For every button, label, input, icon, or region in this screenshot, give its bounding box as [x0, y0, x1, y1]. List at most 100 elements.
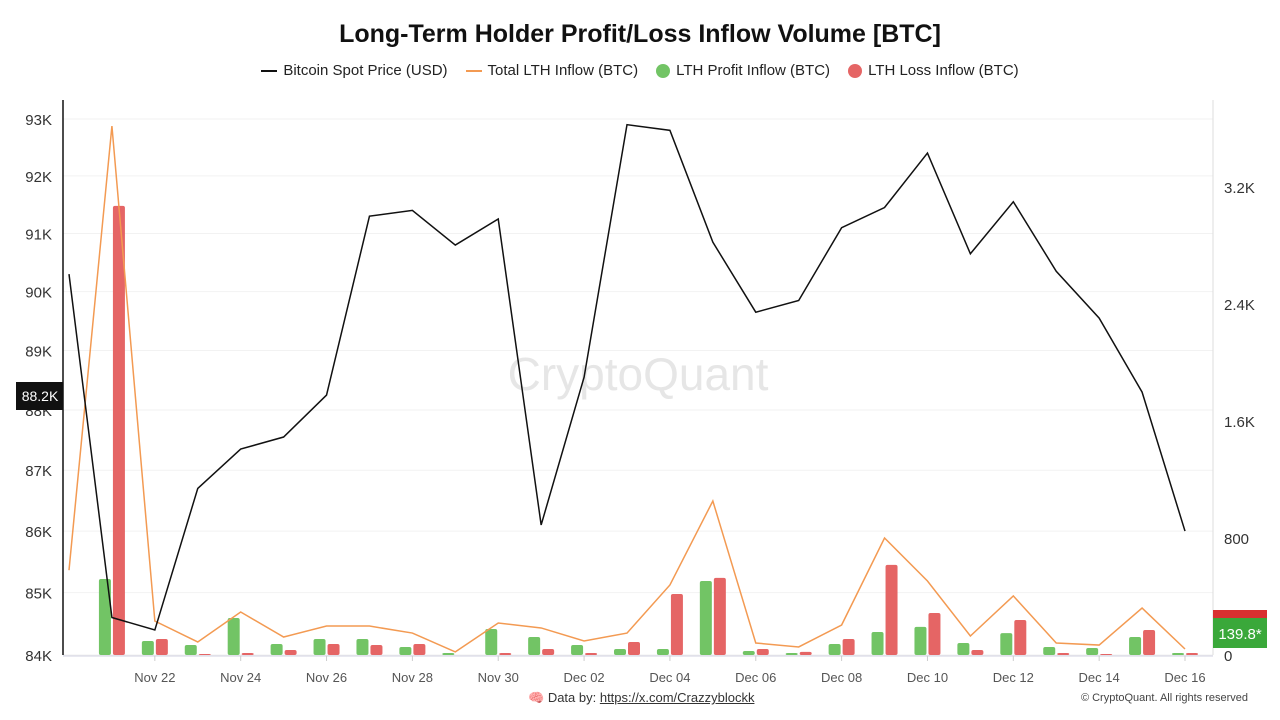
profit-bar	[485, 628, 498, 655]
profit-bar	[1043, 646, 1056, 655]
loss-bar	[1014, 620, 1027, 655]
x-tick-label: Dec 02	[563, 670, 604, 685]
legend-label: LTH Profit Inflow (BTC)	[676, 62, 831, 79]
source-prefix: Data by:	[547, 690, 600, 705]
loss-bar	[670, 594, 683, 655]
loss-bar	[1186, 652, 1198, 655]
loss-bar	[585, 652, 598, 655]
data-source: 🧠 Data by: https://x.com/Crazzyblockk	[528, 690, 754, 706]
legend-label: Bitcoin Spot Price (USD)	[283, 62, 448, 79]
profit-bar	[656, 649, 669, 655]
profit-bar	[1129, 637, 1142, 655]
loss-bar	[1100, 653, 1113, 655]
loss-bar	[756, 649, 769, 655]
x-tick-label: Dec 08	[821, 670, 862, 685]
profit-bar	[227, 617, 240, 655]
profit-bar	[528, 637, 541, 655]
loss-bar	[499, 652, 512, 655]
right-tick-label: 2.4K	[1224, 297, 1255, 314]
profit-bar	[957, 643, 970, 655]
legend-swatch	[261, 69, 278, 72]
x-tick-label: Dec 10	[907, 670, 948, 685]
profit-bar	[184, 645, 197, 655]
right-tick-label: 800	[1224, 531, 1249, 548]
loss-bar	[413, 644, 426, 655]
x-tick-label: Nov 24	[220, 670, 261, 685]
loss-bar	[628, 641, 640, 655]
profit-bar	[614, 649, 626, 655]
legend-swatch	[656, 63, 671, 78]
left-tick-label: 85K	[25, 586, 52, 603]
x-tick-label: Dec 04	[649, 670, 690, 685]
loss-value-marker	[1213, 610, 1267, 618]
profit-bar	[1086, 647, 1099, 655]
loss-bar	[284, 650, 297, 655]
left-tick-label: 92K	[25, 169, 52, 186]
price-marker-label: 88.2K	[22, 388, 59, 404]
profit-bar	[871, 632, 884, 655]
left-tick-label: 90K	[25, 285, 52, 302]
legend-swatch	[465, 69, 482, 72]
left-tick-label: 89K	[25, 344, 52, 361]
profit-bar	[141, 640, 154, 655]
profit-bar	[742, 651, 755, 655]
copyright: © CryptoQuant. All rights reserved	[1080, 692, 1248, 704]
loss-bar	[155, 639, 168, 655]
x-tick-label: Dec 06	[735, 670, 776, 685]
x-tick-label: Dec 14	[1079, 670, 1120, 685]
watermark: CryptoQuant	[508, 348, 769, 400]
legend: Bitcoin Spot Price (USD) Total LTH Inflo…	[0, 62, 1280, 79]
profit-bar	[914, 626, 927, 655]
profit-bar	[699, 580, 712, 655]
loss-bar	[713, 577, 726, 655]
loss-bar	[842, 639, 855, 655]
chart-title: Long-Term Holder Profit/Loss Inflow Volu…	[339, 20, 941, 48]
legend-item-price[interactable]: Bitcoin Spot Price (USD)	[261, 62, 448, 79]
right-tick-label: 1.6K	[1224, 414, 1255, 431]
left-tick-label: 87K	[25, 463, 52, 480]
loss-bar	[799, 651, 812, 655]
loss-bar	[928, 613, 941, 655]
price-line	[68, 123, 1186, 631]
left-tick-label: 86K	[25, 524, 52, 541]
current-value-box	[1213, 618, 1267, 648]
brain-icon: 🧠	[528, 690, 548, 705]
profit-bar	[828, 644, 841, 655]
profit-bar	[98, 578, 111, 655]
source-link[interactable]: https://x.com/Crazzyblockk	[599, 690, 755, 705]
loss-bar	[241, 652, 254, 655]
price-marker-box	[16, 382, 63, 410]
legend-swatch	[848, 63, 863, 78]
left-tick-label: 93K	[25, 112, 52, 129]
x-tick-label: Dec 16	[1164, 670, 1205, 685]
profit-bar	[571, 645, 584, 655]
legend-label: LTH Loss Inflow (BTC)	[868, 62, 1019, 79]
profit-bar	[442, 652, 455, 655]
x-tick-label: Dec 12	[993, 670, 1034, 685]
profit-bar	[270, 644, 283, 655]
legend-item-loss[interactable]: LTH Loss Inflow (BTC)	[848, 62, 1019, 79]
loss-bar	[1057, 652, 1070, 655]
profit-bar	[399, 646, 412, 655]
x-tick-label: Nov 30	[478, 670, 519, 685]
loss-bar	[542, 649, 555, 655]
profit-bar	[1172, 652, 1184, 655]
loss-bar	[112, 205, 125, 655]
legend-item-total[interactable]: Total LTH Inflow (BTC)	[465, 62, 638, 79]
total-inflow-line	[68, 125, 1186, 653]
loss-bar	[971, 650, 984, 655]
profit-bar	[1000, 633, 1013, 655]
loss-bar	[327, 644, 340, 655]
x-tick-label: Nov 26	[306, 670, 347, 685]
loss-bar	[885, 564, 898, 655]
x-tick-label: Nov 28	[392, 670, 433, 685]
profit-bar	[356, 639, 369, 655]
right-tick-label: 3.2K	[1224, 180, 1255, 197]
loss-bar	[198, 653, 211, 655]
right-tick-label: 0	[1224, 648, 1232, 665]
legend-item-profit[interactable]: LTH Profit Inflow (BTC)	[656, 62, 830, 79]
x-tick-label: Nov 22	[134, 670, 175, 685]
loss-bar	[1143, 629, 1156, 655]
